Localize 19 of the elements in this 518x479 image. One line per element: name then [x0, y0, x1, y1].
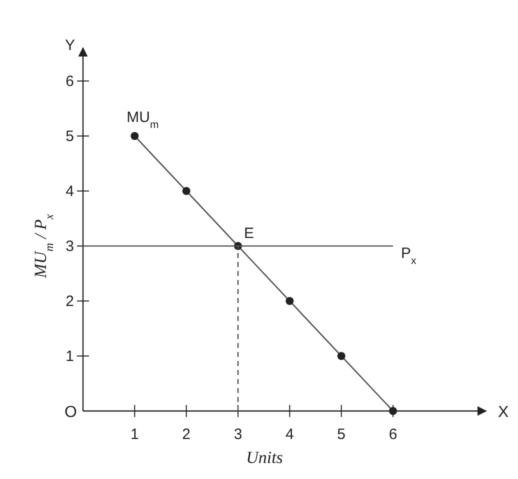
x-tick-label: 1 — [130, 426, 139, 443]
text: Y — [64, 37, 75, 54]
annotation: E — [244, 225, 254, 242]
x-tick-label: 6 — [388, 426, 398, 443]
y-tick-label: 2 — [66, 293, 74, 310]
x-tick-label: 3 — [234, 426, 242, 443]
series-label: P$_{x}$ — [401, 245, 418, 267]
x-tick-label: 4 — [285, 426, 294, 443]
x-axis-title: Units — [246, 448, 284, 467]
text: O — [64, 404, 77, 421]
series-label: MU$_{m}$ — [126, 109, 159, 131]
y-tick-label: 3 — [66, 238, 74, 255]
y-tick-label: 6 — [66, 73, 74, 90]
x-tick-label: 2 — [182, 426, 191, 443]
y-tick-label: 4 — [66, 183, 74, 200]
y-tick-label: 5 — [66, 128, 74, 145]
y-tick-label: 1 — [66, 348, 74, 365]
x-tick-label: 5 — [337, 426, 346, 443]
text: X — [498, 404, 509, 421]
